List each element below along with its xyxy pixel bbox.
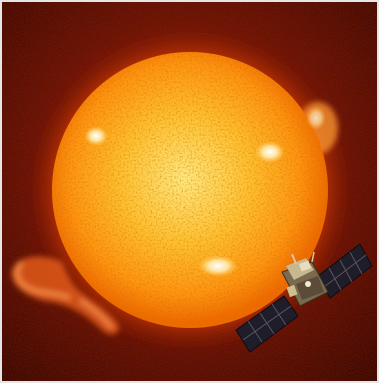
sun-disk [52, 52, 328, 328]
active-region [255, 141, 285, 163]
active-regions [84, 106, 326, 277]
active-region [84, 126, 108, 146]
spacecraft-icon [235, 243, 373, 353]
solar-panel-left [235, 295, 299, 353]
active-region [306, 106, 326, 130]
spacecraft-body [281, 251, 329, 307]
solar-prominence [11, 256, 119, 335]
active-region [198, 255, 238, 277]
